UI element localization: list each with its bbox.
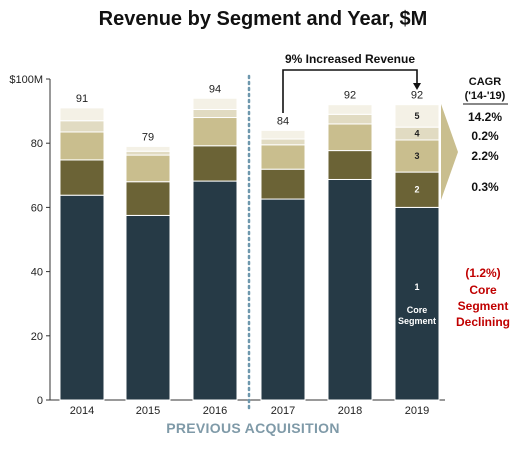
core-cagr-text: (1.2%) [465, 266, 500, 280]
bar-segment [394, 104, 440, 128]
bar-segment [394, 171, 440, 208]
bar-segment [59, 120, 105, 133]
segment-number-label: 3 [414, 151, 419, 161]
x-tick-label: 2019 [405, 405, 429, 417]
x-tick-label: 2016 [203, 405, 227, 417]
bar-segment [394, 139, 440, 173]
bar-segment [59, 159, 105, 196]
core-segment-label: Core [407, 305, 428, 315]
bar-segment [260, 198, 306, 401]
bar-segment [394, 206, 440, 401]
bar-segment [327, 113, 373, 125]
bar-segment [327, 104, 373, 115]
cagr-value: 2.2% [471, 149, 499, 163]
previous-acquisition-label: PREVIOUS ACQUISITION [166, 420, 340, 436]
core-cagr-text: Segment [458, 299, 509, 313]
bar-segment [192, 108, 238, 119]
chart-title: Revenue by Segment and Year, $M [99, 8, 428, 30]
cagr-pointer [441, 104, 458, 200]
core-segment-label: Segment [398, 316, 436, 326]
y-tick-label: 20 [31, 331, 43, 343]
bar-segment [59, 131, 105, 161]
bar-segment [260, 129, 306, 140]
core-cagr-text: Core [469, 283, 497, 297]
segment-number-label: 2 [414, 185, 419, 195]
bar-segment [59, 107, 105, 122]
y-tick-label: $100M [9, 74, 43, 86]
bar-segment [192, 145, 238, 182]
cagr-header: ('14-'19) [465, 90, 506, 102]
y-tick-label: 0 [37, 395, 43, 407]
cagr-value: 0.2% [471, 129, 499, 143]
bar-segment [327, 150, 373, 180]
bar-total-label: 79 [142, 131, 154, 143]
cagr-value: 14.2% [468, 110, 502, 124]
y-tick-label: 60 [31, 202, 43, 214]
y-tick-label: 40 [31, 267, 43, 279]
bar-segment [125, 181, 171, 216]
bar-segment [125, 154, 171, 183]
bar-total-label: 92 [411, 90, 423, 102]
bar-segment [192, 117, 238, 147]
bar-total-label: 84 [277, 115, 289, 127]
increase-annotation: 9% Increased Revenue [285, 52, 415, 66]
x-tick-label: 2017 [271, 405, 295, 417]
annotation-backdrop [282, 51, 418, 67]
bar-segment [260, 138, 306, 146]
increase-bracket [282, 69, 418, 113]
bar-segment [125, 145, 171, 152]
bar-segment [327, 178, 373, 401]
bar-segment [125, 214, 171, 401]
bar-segment [192, 97, 238, 110]
bar-segment [59, 194, 105, 401]
bar-segment [260, 168, 306, 200]
bar-total-label: 92 [344, 90, 356, 102]
bar-total-label: 94 [209, 83, 221, 95]
core-segment-number: 1 [414, 282, 419, 292]
bar-segment [327, 123, 373, 152]
x-tick-label: 2015 [136, 405, 160, 417]
bar-segment [260, 144, 306, 170]
x-tick-label: 2018 [338, 405, 362, 417]
bar-segment [125, 150, 171, 156]
core-cagr-text: Declining [456, 315, 510, 329]
cagr-value: 0.3% [471, 180, 499, 194]
segment-number-label: 4 [414, 129, 419, 139]
cagr-header: CAGR [469, 76, 501, 88]
increase-arrowhead [413, 83, 421, 90]
y-tick-label: 80 [31, 138, 43, 150]
bar-total-label: 91 [76, 93, 88, 105]
x-tick-label: 2014 [70, 405, 94, 417]
bar-segment [192, 180, 238, 401]
segment-number-label: 5 [414, 111, 419, 121]
